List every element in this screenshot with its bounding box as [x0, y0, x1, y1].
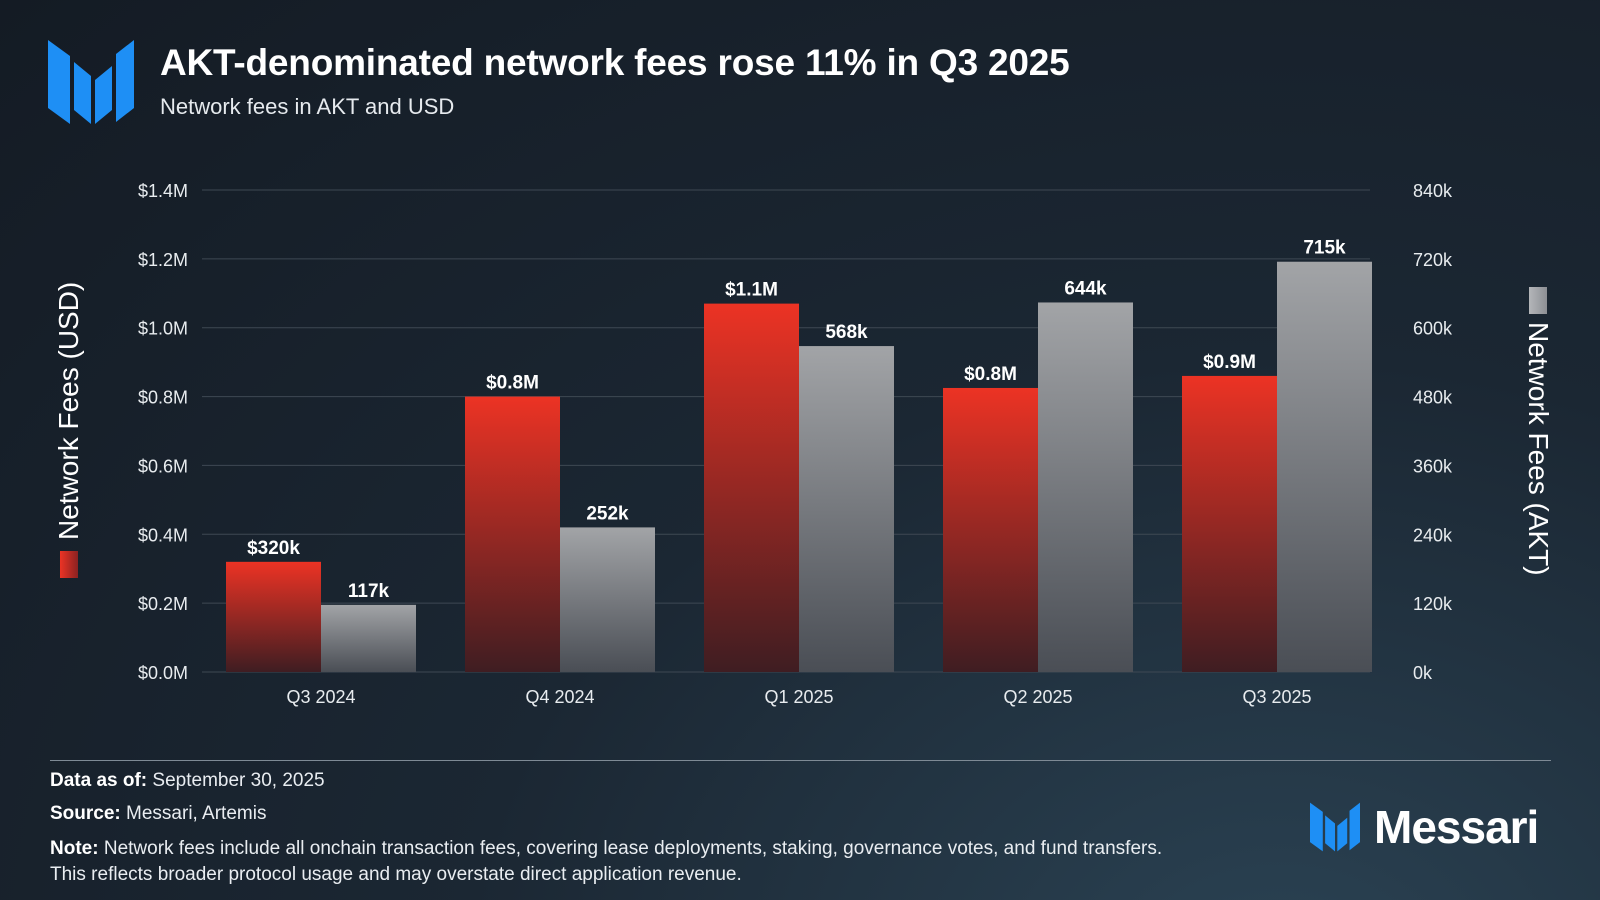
bar-akt: [321, 604, 416, 672]
legend-swatch-akt: [1529, 287, 1547, 314]
y-left-tick-label: $0.0M: [138, 663, 188, 683]
bars: [226, 261, 1372, 672]
bar-usd: [943, 387, 1038, 672]
data-label-akt: 568k: [825, 322, 868, 343]
data-label-akt: 252k: [586, 503, 629, 524]
note-label: Note:: [50, 838, 99, 859]
data-as-of: Data as of: September 30, 2025: [50, 770, 325, 792]
data-labels: $320k 117k $0.8M 252k $1.1M 568k $0.8M 644k $0.9…: [247, 238, 1346, 602]
note-value: Network fees include all onchain transac…: [50, 838, 1163, 885]
data-label-usd: $320k: [247, 538, 300, 559]
bar-usd: [226, 561, 321, 672]
axis-titles: Network Fees (USD) Network Fees (AKT): [53, 282, 1554, 578]
chart-subtitle: Network fees in AKT and USD: [160, 94, 455, 119]
x-tick-label: Q4 2024: [525, 687, 594, 707]
bar-usd: [465, 396, 560, 672]
data-as-of-label: Data as of:: [50, 770, 148, 791]
source: Source: Messari, Artemis: [50, 803, 266, 825]
x-tick-label: Q2 2025: [1003, 687, 1072, 707]
source-value: Messari, Artemis: [126, 803, 267, 824]
x-tick-label: Q1 2025: [764, 687, 833, 707]
data-label-usd: $0.8M: [964, 364, 1017, 385]
y-right-tick-label: 360k: [1413, 456, 1453, 476]
x-tick-label: Q3 2025: [1242, 687, 1311, 707]
messari-m-icon: [1310, 802, 1360, 852]
y-right-tick-label: 240k: [1413, 525, 1453, 545]
y-left-tick-label: $0.2M: [138, 594, 188, 614]
y-right-tick-label: 840k: [1413, 181, 1453, 201]
y-left-tick-label: $0.8M: [138, 388, 188, 408]
y-right-tick-label: 480k: [1413, 388, 1453, 408]
data-label-usd: $0.9M: [1203, 352, 1256, 373]
y-left-tick-label: $0.6M: [138, 456, 188, 476]
y-right-tick-label: 600k: [1413, 319, 1453, 339]
axes: $0.0M 0k $0.2M 120k $0.4M 240k $0.6M 360k $0.8M 4…: [138, 181, 1453, 707]
x-tick-label: Q3 2024: [286, 687, 355, 707]
y-left-tick-label: $1.4M: [138, 181, 188, 201]
bar-akt: [560, 527, 655, 672]
brand-logo: Messari: [1310, 800, 1539, 854]
data-label-usd: $0.8M: [486, 373, 539, 394]
bar-usd: [704, 303, 799, 672]
note: Note: Network fees include all onchain t…: [50, 836, 1180, 888]
data-label-akt: 644k: [1064, 278, 1107, 299]
messari-logo-icon: [48, 40, 134, 124]
source-label: Source:: [50, 803, 121, 824]
data-label-akt: 715k: [1303, 238, 1346, 259]
data-label-usd: $1.1M: [725, 280, 778, 301]
chart-title: AKT-denominated network fees rose 11% in…: [160, 42, 1070, 83]
bar-akt: [799, 346, 894, 672]
y-right-tick-label: 0k: [1413, 663, 1433, 683]
y-left-tick-label: $1.2M: [138, 250, 188, 270]
y-right-tick-label: 720k: [1413, 250, 1453, 270]
data-label-akt: 117k: [348, 581, 390, 602]
y-left-tick-label: $0.4M: [138, 525, 188, 545]
y-left-axis-title: Network Fees (USD): [53, 282, 84, 540]
bar-akt: [1038, 302, 1133, 672]
data-as-of-value: September 30, 2025: [152, 770, 325, 791]
chart-area: $320k 117k $0.8M 252k $1.1M 568k $0.8M 644k $0.9…: [53, 181, 1554, 707]
brand-name: Messari: [1374, 801, 1539, 853]
bar-akt: [1277, 261, 1372, 672]
footer-divider: [50, 760, 1551, 761]
bar-usd: [1182, 375, 1277, 672]
legend-swatch-usd: [60, 551, 78, 578]
y-right-tick-label: 120k: [1413, 594, 1453, 614]
y-left-tick-label: $1.0M: [138, 319, 188, 339]
y-right-axis-title: Network Fees (AKT): [1523, 322, 1554, 576]
